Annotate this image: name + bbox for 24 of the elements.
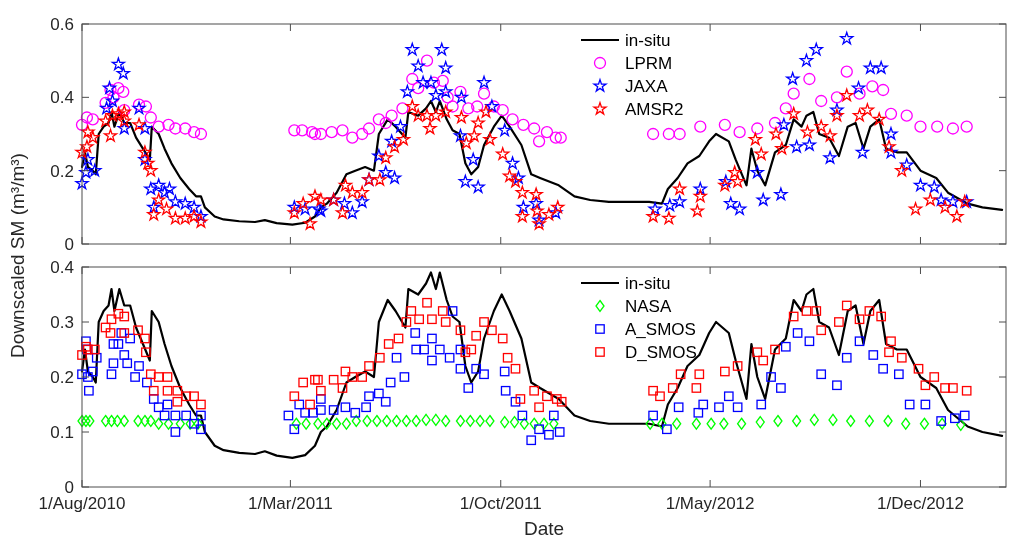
x-tick-label: 1/May/2012 <box>665 494 755 513</box>
y-tick-label: 0.6 <box>50 14 74 34</box>
legend-label: NASA <box>625 296 672 316</box>
legend-label: in-situ <box>625 30 671 50</box>
legend-label: JAXA <box>625 76 669 96</box>
y-tick-label: 0.2 <box>50 367 74 387</box>
y-tick-label: 0.4 <box>50 88 74 108</box>
x-tick-label: 1/Dec/2012 <box>877 494 964 513</box>
y-tick-label: 0.2 <box>50 161 74 181</box>
x-tick-label: 1/Mar/2011 <box>248 494 333 513</box>
y-tick-label: 0.1 <box>50 422 74 442</box>
y-tick-label: 0 <box>64 234 74 254</box>
y-axis-title: Downscaled SM (m³/m³) <box>7 153 28 358</box>
legend-label: D_SMOS <box>625 342 697 362</box>
x-tick-label: 1/Oct/2011 <box>459 494 542 513</box>
legend-label: in-situ <box>625 273 671 293</box>
legend-label: LPRM <box>625 53 673 73</box>
x-tick-label: 1/Aug/2010 <box>38 494 126 513</box>
legend-label: AMSR2 <box>625 99 684 119</box>
y-tick-label: 0.4 <box>50 257 74 277</box>
x-axis-title: Date <box>523 518 565 539</box>
legend-label: A_SMOS <box>625 319 696 339</box>
y-tick-label: 0.3 <box>50 312 74 332</box>
y-tick-label: 0 <box>64 477 74 497</box>
